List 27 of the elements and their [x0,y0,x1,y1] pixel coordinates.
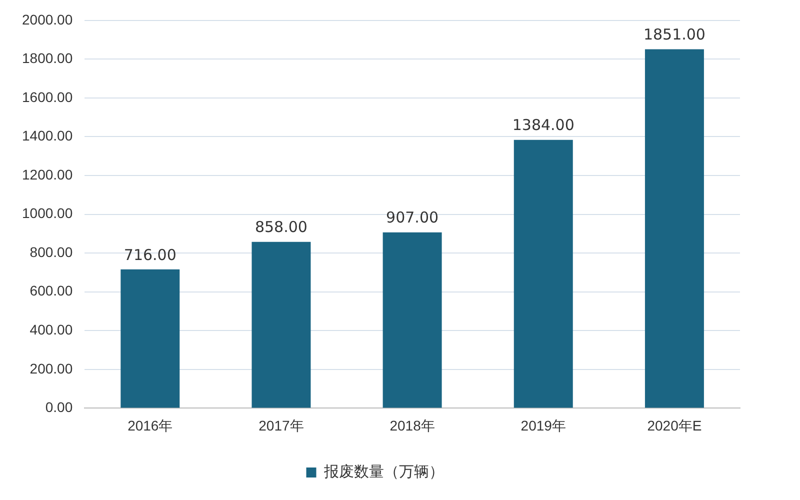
y-tick-label: 1200.00 [22,166,73,182]
text: 1384.00 [512,116,574,134]
legend-label: 报废数量（万辆） [322,464,444,481]
y-tick-label: 2000.00 [22,11,73,28]
x-tick-label: 2016年 [128,417,173,434]
x-tick-label: 2020年E [647,417,702,434]
text: 858.00 [254,218,308,236]
y-tick-label: 1600.00 [22,88,73,105]
y-tick-label: 1000.00 [22,205,73,222]
bar [382,232,442,408]
bar [514,140,573,408]
y-tick-label: 800.00 [30,244,73,260]
y-tick-label: 200.00 [30,360,73,376]
text: 1851.00 [643,26,706,44]
x-tick-label: 2019年 [520,417,566,434]
bar [252,242,311,408]
y-tick-label: 400.00 [30,322,73,338]
text: 907.00 [386,208,439,227]
text: 716.00 [124,246,176,264]
y-tick-label: 1800.00 [22,50,73,66]
y-tick-label: 0.00 [45,399,73,416]
bar [120,269,180,408]
y-tick-label: 600.00 [30,282,73,299]
x-tick-label: 2017年 [258,417,304,434]
x-tick-label: 2018年 [390,417,435,434]
bar [644,49,704,408]
y-tick-label: 1400.00 [22,128,73,144]
